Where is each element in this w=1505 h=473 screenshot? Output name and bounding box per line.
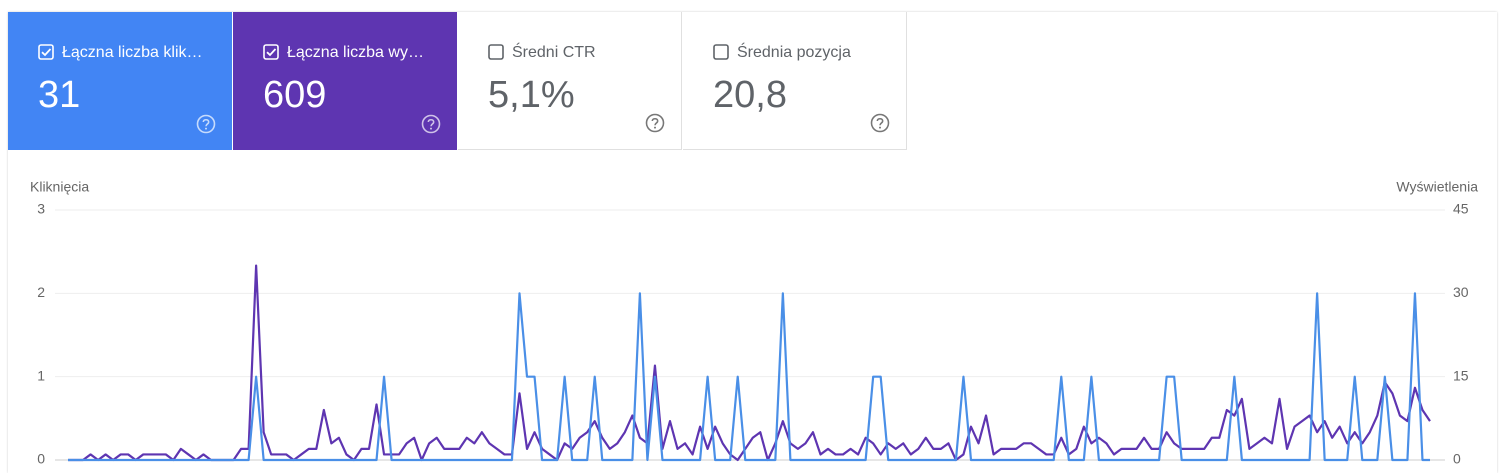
checkbox[interactable] <box>263 44 279 60</box>
y2-tick-label: 45 <box>1453 201 1469 217</box>
series-line <box>68 264 1431 462</box>
y2-tick-label: 15 <box>1453 367 1469 383</box>
help-icon[interactable] <box>421 114 441 134</box>
y-tick-label: 0 <box>37 451 45 467</box>
checkbox[interactable] <box>488 44 504 60</box>
metric-card[interactable]: Średnia pozycja 20,8 <box>683 12 907 150</box>
checkbox[interactable] <box>38 44 54 60</box>
help-icon[interactable] <box>645 113 665 133</box>
metric-label: Średnia pozycja <box>737 44 851 61</box>
y2-tick-label: 30 <box>1453 284 1469 300</box>
y-tick-label: 2 <box>37 284 45 300</box>
metric-value: 609 <box>263 74 327 116</box>
metric-card[interactable]: Łączna liczba wy… 609 <box>233 12 457 150</box>
checkbox[interactable] <box>713 44 729 60</box>
metric-label: Łączna liczba klik… <box>62 44 203 61</box>
metric-value: 5,1% <box>488 74 575 116</box>
performance-panel: Łączna liczba klik… 31 Łączna liczba wy… 60… <box>8 12 1497 473</box>
y-axis-title: Kliknięcia <box>30 179 89 195</box>
metric-label: Średni CTR <box>512 44 596 61</box>
metric-label: Łączna liczba wy… <box>287 44 424 61</box>
series-line <box>68 292 1430 462</box>
y-tick-label: 3 <box>37 201 45 217</box>
y2-axis-title: Wyświetlenia <box>1396 179 1478 195</box>
metric-value: 20,8 <box>713 74 787 116</box>
y2-tick-label: 0 <box>1453 451 1461 467</box>
metric-value: 31 <box>38 74 81 116</box>
help-icon[interactable] <box>196 114 216 134</box>
help-icon[interactable] <box>870 113 890 133</box>
y-tick-label: 1 <box>37 367 45 383</box>
metric-card[interactable]: Średni CTR 5,1% <box>458 12 682 150</box>
metric-card[interactable]: Łączna liczba klik… 31 <box>8 12 232 150</box>
